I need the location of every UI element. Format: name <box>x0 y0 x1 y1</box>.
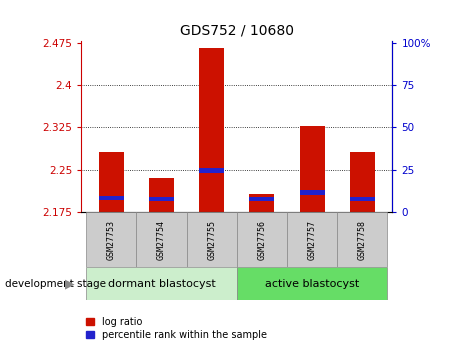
Text: ▶: ▶ <box>65 277 75 290</box>
Legend: log ratio, percentile rank within the sample: log ratio, percentile rank within the sa… <box>86 317 267 340</box>
Text: GSM27755: GSM27755 <box>207 220 216 260</box>
Bar <box>99 152 124 212</box>
Bar <box>350 197 375 201</box>
Bar <box>337 212 387 267</box>
Text: GSM27754: GSM27754 <box>157 220 166 260</box>
Bar <box>350 152 375 212</box>
Text: dormant blastocyst: dormant blastocyst <box>108 279 216 289</box>
Text: development stage: development stage <box>5 279 106 289</box>
Bar <box>199 168 224 172</box>
Bar <box>149 197 174 201</box>
Bar <box>136 212 187 267</box>
Bar <box>299 190 325 195</box>
Bar <box>86 212 136 267</box>
Bar <box>237 212 287 267</box>
Text: active blastocyst: active blastocyst <box>265 279 359 289</box>
Bar <box>187 212 237 267</box>
Bar <box>86 267 237 300</box>
Bar <box>287 212 337 267</box>
Bar <box>99 196 124 200</box>
Bar <box>199 48 224 212</box>
Text: GSM27757: GSM27757 <box>308 220 317 260</box>
Text: GSM27758: GSM27758 <box>358 220 367 260</box>
Text: GSM27753: GSM27753 <box>107 220 116 260</box>
Bar <box>299 126 325 212</box>
Text: GSM27756: GSM27756 <box>258 220 267 260</box>
Bar <box>249 197 274 201</box>
Title: GDS752 / 10680: GDS752 / 10680 <box>180 23 294 38</box>
Bar <box>237 267 387 300</box>
Bar <box>149 178 174 212</box>
Bar <box>249 194 274 212</box>
